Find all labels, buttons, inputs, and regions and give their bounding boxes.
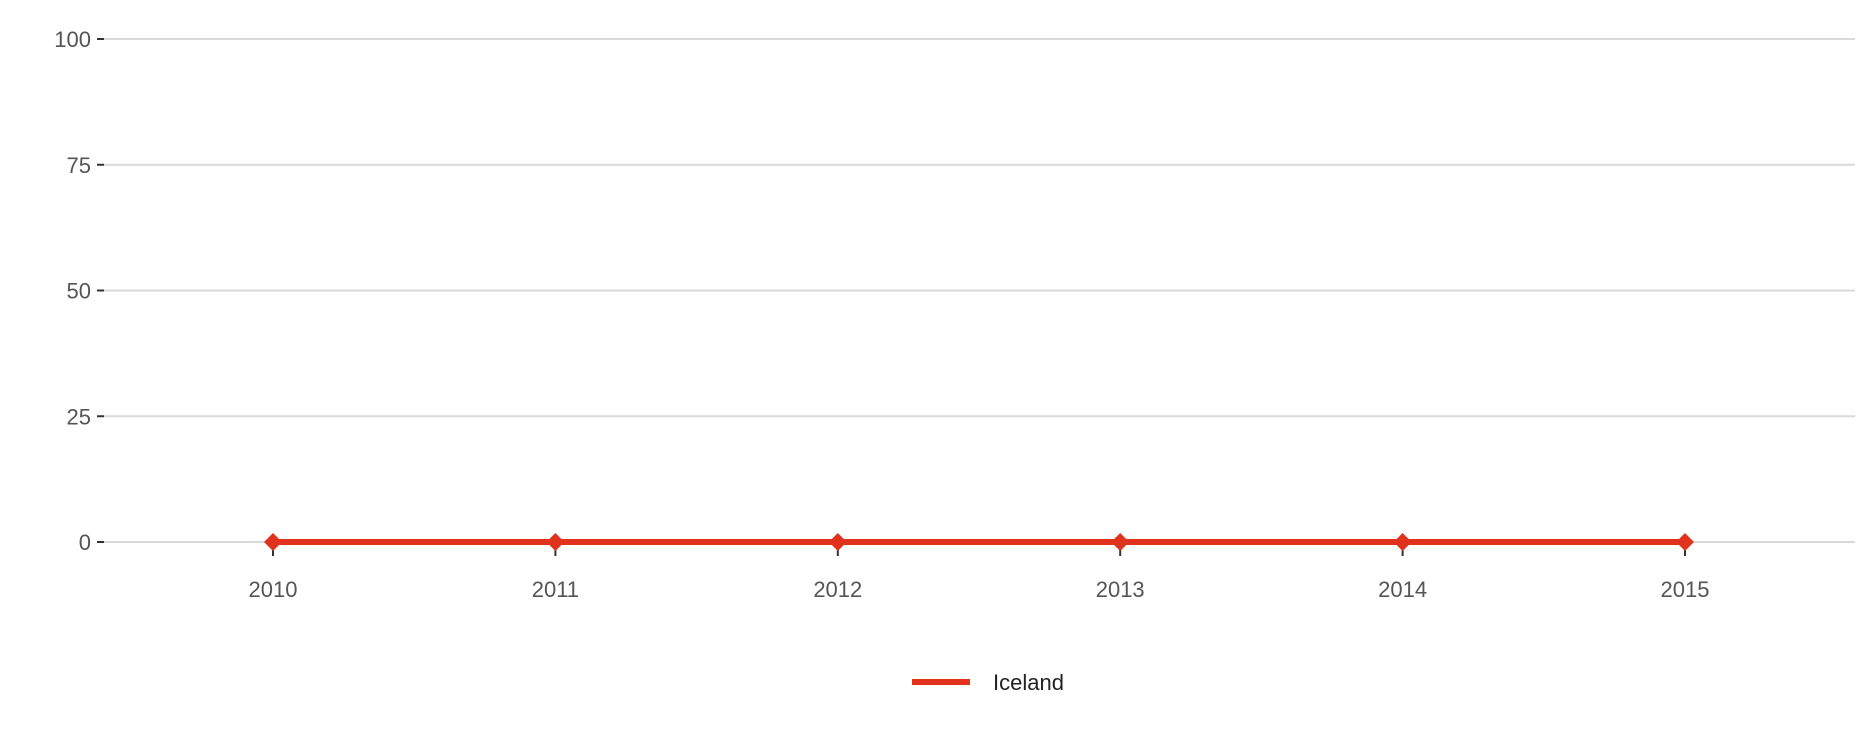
data-point-diamond xyxy=(264,533,282,551)
x-tick-label: 2013 xyxy=(1096,577,1145,602)
data-point-diamond xyxy=(1111,533,1130,551)
gridlines xyxy=(104,38,1855,543)
y-tick-label: 25 xyxy=(67,404,91,429)
x-tick-label: 2015 xyxy=(1661,577,1710,602)
x-tick-label: 2011 xyxy=(532,577,579,602)
legend: Iceland xyxy=(912,670,1064,695)
series-iceland xyxy=(264,533,1694,551)
y-axis: 0 25 50 75 100 xyxy=(54,27,104,555)
legend-item: Iceland xyxy=(912,670,1064,695)
series-layer xyxy=(264,533,1694,551)
data-point-diamond xyxy=(546,533,565,551)
y-tick-label: 50 xyxy=(67,279,91,304)
x-tick-label: 2012 xyxy=(813,577,862,602)
y-tick-label: 0 xyxy=(79,530,91,555)
legend-label: Iceland xyxy=(993,670,1064,695)
data-point-diamond xyxy=(828,533,847,551)
data-point-diamond xyxy=(1393,533,1412,551)
y-tick-label: 100 xyxy=(54,27,91,52)
y-tick-label: 75 xyxy=(67,153,91,178)
x-tick-label: 2010 xyxy=(249,577,298,602)
x-tick-label: 2014 xyxy=(1378,577,1427,602)
x-axis: 2010 2011 2012 2013 2014 2015 xyxy=(249,549,1710,602)
data-point-diamond xyxy=(1676,533,1694,551)
